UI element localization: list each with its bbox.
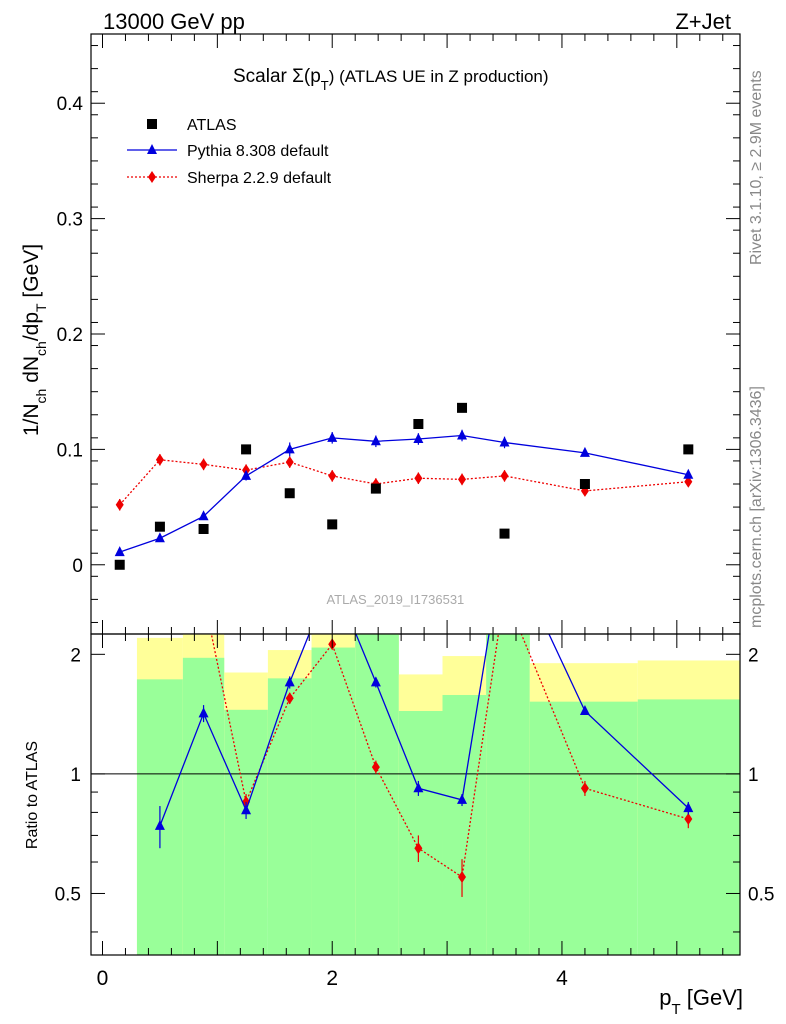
ratio-sherpa-point [414, 842, 423, 855]
atlas-point [241, 444, 252, 455]
uncertainty-band-inner [311, 647, 356, 955]
atlas-point [499, 528, 510, 539]
mcplots-label: mcplots.cern.ch [arXiv:1306.3436] [748, 386, 765, 628]
ratio-pythia-point [413, 782, 424, 793]
process-label: Z+Jet [675, 9, 731, 34]
watermark: ATLAS_2019_I1736531 [326, 592, 464, 607]
pythia-line [119, 434, 689, 553]
atlas-point [370, 483, 381, 494]
ratio-sherpa-point [371, 761, 380, 774]
chart-title: Scalar Σ(pT) (ATLAS UE in Z production) [233, 66, 549, 93]
ratio-pythia-point [457, 793, 468, 804]
legend-label: Sherpa 2.2.9 default [187, 170, 332, 187]
sherpa-point [500, 469, 509, 482]
ratio-pythia-point [683, 802, 694, 813]
pythia-point [683, 468, 694, 479]
y-tick-label: 0.4 [57, 94, 84, 115]
pythia-point [154, 532, 165, 543]
y-tick-label: 0 [72, 556, 83, 577]
ratio-panel: 0.5 0.5 1 1 2 2 0 2 4 Ratio to ATLAS pT [GeV] [24, 571, 774, 1018]
atlas-point [413, 419, 424, 429]
ratio-y-tick-label: 0.5 [55, 884, 81, 905]
y-tick-label: 0.2 [57, 325, 83, 346]
ratio-pythia-point [327, 571, 337, 581]
legend-label: Pythia 8.308 default [187, 143, 329, 160]
ratio-y-tick-label-right: 0.5 [748, 884, 774, 905]
ratio-y-tick-label: 2 [70, 645, 81, 666]
pythia-point [241, 469, 252, 480]
uncertainty-band-inner [267, 678, 312, 955]
uncertainty-band-inner [442, 694, 487, 955]
sherpa-point [458, 473, 467, 486]
atlas-point [284, 488, 295, 499]
uncertainty-band-inner [355, 634, 399, 955]
uncertainty-band-inner [182, 657, 225, 955]
sherpa-point [285, 456, 294, 469]
y-axis-label: 1/Nch dNch/dpT [GeV] [20, 244, 49, 436]
rivet-label: Rivet 3.1.10, ≥ 2.9M events [748, 70, 765, 265]
ratio-frame [90, 633, 741, 956]
y-tick-label: 0.3 [57, 210, 83, 231]
ratio-y-tick-label-right: 2 [748, 645, 759, 666]
ratio-sherpa-point [501, 587, 509, 599]
ratio-sherpa-point [200, 590, 208, 602]
pythia-point [370, 435, 381, 446]
ratio-plot-area [91, 571, 740, 955]
pythia-point [457, 429, 468, 440]
sherpa-point [328, 469, 337, 482]
uncertainty-band-inner [529, 701, 638, 955]
pythia-point [284, 443, 295, 454]
ratio-sherpa-point [458, 871, 467, 884]
pythia-point [579, 446, 590, 457]
sherpa-point [414, 472, 423, 485]
atlas-point [198, 524, 209, 534]
pythia-point [198, 510, 209, 521]
legend-atlas-marker [147, 119, 157, 129]
x-axis-label: pT [GeV] [659, 985, 743, 1018]
sherpa-point [199, 458, 208, 471]
sherpa-point [155, 453, 164, 466]
ratio-y-tick-label: 1 [70, 765, 81, 786]
ratio-sherpa-line [210, 634, 689, 879]
y-tick-label: 0.1 [57, 440, 83, 461]
atlas-point [457, 402, 468, 413]
pythia-point [327, 431, 338, 442]
x-tick-label: 0 [97, 967, 109, 990]
legend-label: ATLAS [187, 117, 237, 134]
ratio-y-axis-label: Ratio to ATLAS [24, 741, 41, 849]
ratio-pythia-point [154, 819, 165, 830]
pythia-point [413, 433, 424, 443]
uncertainty-band-inner [224, 709, 268, 955]
uncertainty-band-inner [486, 634, 530, 955]
ratio-sherpa-point [684, 812, 693, 825]
ratio-sherpa-point [285, 692, 294, 705]
sherpa-line [119, 459, 689, 506]
atlas-point [683, 444, 694, 455]
atlas-point [579, 479, 590, 489]
ratio-sherpa-point [580, 782, 589, 795]
ratio-pythia-point [284, 676, 295, 687]
sherpa-point [115, 498, 124, 511]
x-tick-label: 4 [556, 967, 568, 990]
ratio-pythia-point [579, 704, 590, 715]
x-tick-label: 2 [326, 967, 338, 990]
ratio-pythia-point [370, 676, 381, 687]
ratio-y-tick-label-right: 1 [748, 765, 759, 786]
pythia-point [499, 436, 510, 447]
atlas-point [154, 521, 165, 532]
legend-pythia-marker [147, 144, 157, 154]
atlas-point [327, 519, 338, 530]
pythia-point [114, 546, 125, 557]
atlas-point [114, 559, 125, 570]
ratio-pythia-point [198, 707, 209, 718]
legend-sherpa-marker [148, 171, 156, 183]
energy-label: 13000 GeV pp [103, 9, 245, 34]
ratio-pythia-point [241, 804, 252, 815]
uncertainty-band-inner [398, 710, 443, 955]
main-panel: ATLAS_2019_I1736531 Scalar Σ(pT) (ATLAS U… [20, 33, 741, 635]
